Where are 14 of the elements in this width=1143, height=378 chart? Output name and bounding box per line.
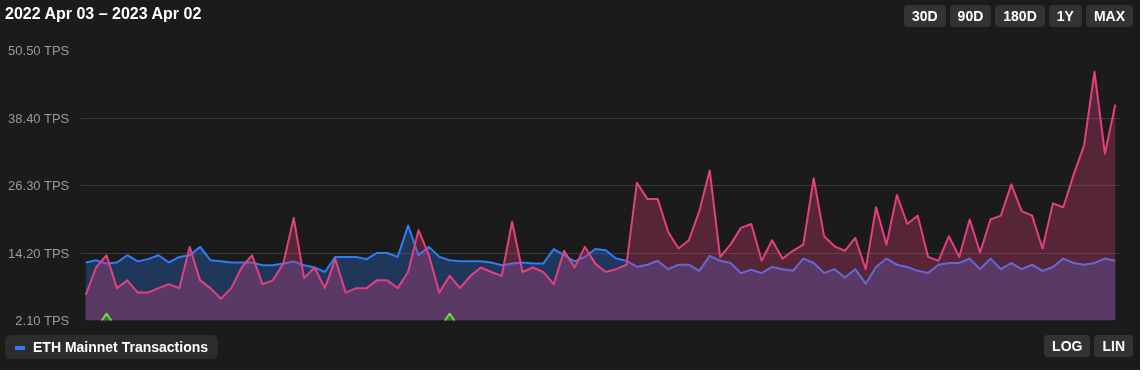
y-tick-label: 50.50 TPS: [8, 43, 70, 58]
y-tick-label: 14.20 TPS: [8, 245, 70, 261]
legend-label: ETH Mainnet Transactions: [5, 335, 219, 359]
chart-title: 2022 Apr 03 – 2023 Apr 02: [5, 5, 202, 22]
y-tick-label: 38.40 TPS: [8, 110, 70, 126]
text: 90D: [949, 5, 992, 27]
text: 30D: [903, 5, 946, 27]
text: MAX: [1085, 5, 1133, 27]
text: LOG: [1044, 335, 1091, 357]
y-tick-label: 2.10 TPS: [15, 313, 70, 328]
text: LIN: [1094, 335, 1133, 357]
text: 180D: [995, 5, 1045, 27]
text: 1Y: [1048, 5, 1082, 27]
y-tick-label: 26.30 TPS: [8, 178, 70, 193]
